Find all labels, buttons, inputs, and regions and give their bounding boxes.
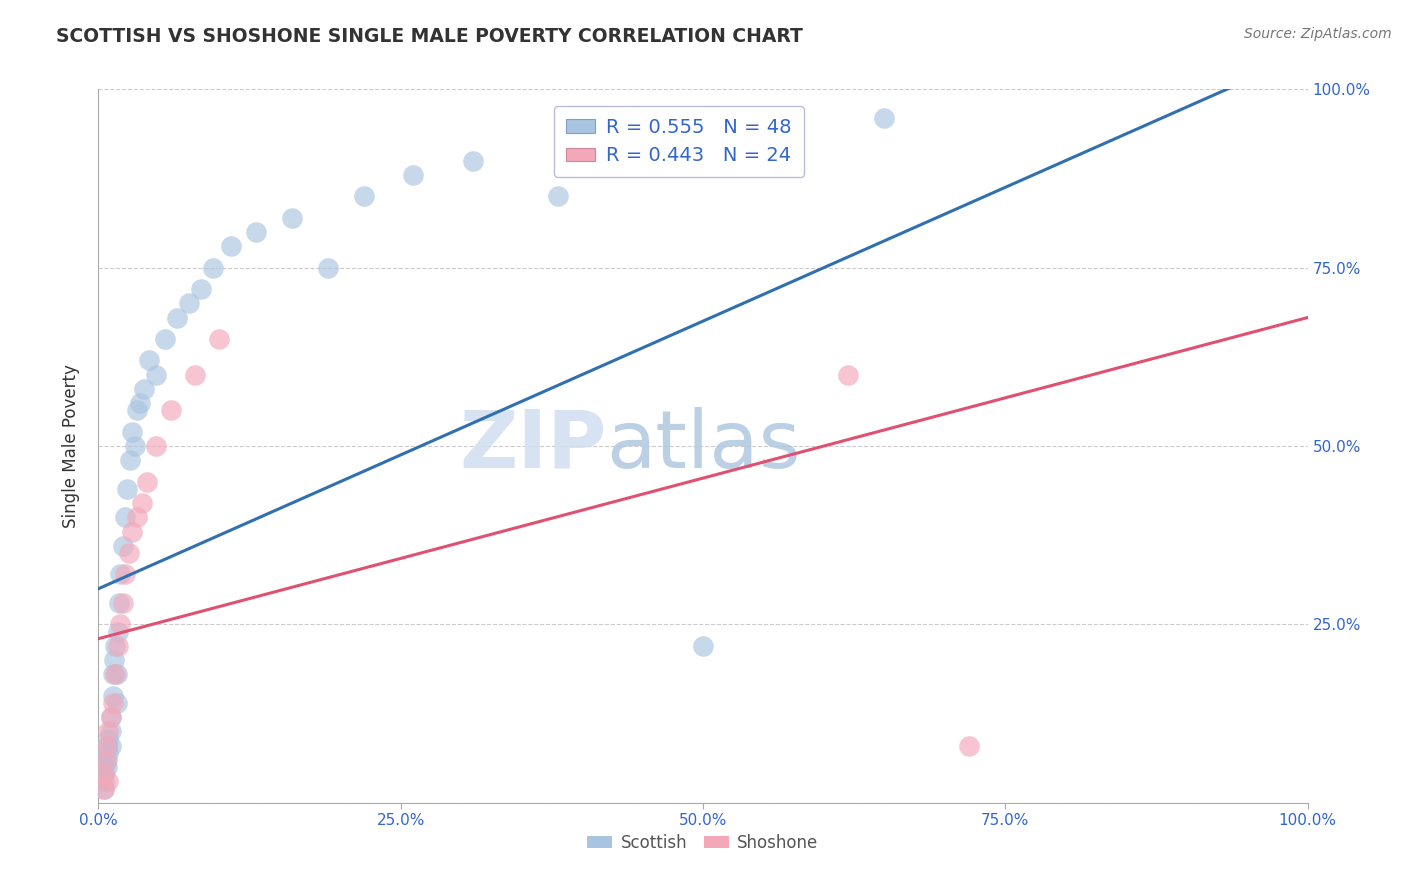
- Point: [127, 403, 149, 417]
- Point: [153, 332, 176, 346]
- Y-axis label: Single Male Poverty: Single Male Poverty: [62, 364, 80, 528]
- Point: [873, 111, 896, 125]
- Text: ZIP: ZIP: [458, 407, 606, 485]
- Point: [100, 724, 122, 739]
- Point: [114, 567, 136, 582]
- Point: [184, 368, 207, 382]
- Point: [145, 439, 167, 453]
- Point: [124, 439, 146, 453]
- Point: [837, 368, 859, 382]
- Point: [190, 282, 212, 296]
- Point: [221, 239, 243, 253]
- Point: [108, 596, 131, 610]
- Point: [134, 382, 156, 396]
- Point: [97, 746, 120, 760]
- Point: [121, 524, 143, 539]
- Point: [138, 353, 160, 368]
- Point: [145, 368, 167, 382]
- Point: [957, 739, 980, 753]
- Point: [118, 453, 141, 467]
- Point: [104, 639, 127, 653]
- Legend: Scottish, Shoshone: Scottish, Shoshone: [581, 828, 825, 859]
- Point: [316, 260, 339, 275]
- Point: [93, 781, 115, 796]
- Point: [108, 617, 131, 632]
- Point: [547, 189, 569, 203]
- Point: [135, 475, 157, 489]
- Point: [100, 710, 122, 724]
- Point: [131, 496, 153, 510]
- Point: [402, 168, 425, 182]
- Point: [111, 596, 134, 610]
- Point: [93, 774, 115, 789]
- Point: [93, 760, 115, 774]
- Point: [94, 753, 117, 767]
- Point: [463, 153, 485, 168]
- Point: [104, 667, 127, 681]
- Point: [100, 710, 122, 724]
- Point: [281, 211, 304, 225]
- Point: [93, 767, 115, 781]
- Point: [179, 296, 201, 310]
- Point: [101, 696, 124, 710]
- Point: [121, 425, 143, 439]
- Point: [117, 482, 139, 496]
- Point: [93, 767, 115, 781]
- Point: [96, 760, 118, 774]
- Point: [96, 753, 118, 767]
- Point: [101, 689, 124, 703]
- Point: [97, 774, 120, 789]
- Point: [97, 731, 120, 746]
- Point: [93, 781, 115, 796]
- Point: [353, 189, 375, 203]
- Point: [101, 667, 124, 681]
- Point: [160, 403, 183, 417]
- Point: [118, 546, 141, 560]
- Point: [100, 739, 122, 753]
- Text: Source: ZipAtlas.com: Source: ZipAtlas.com: [1244, 27, 1392, 41]
- Point: [97, 724, 120, 739]
- Text: atlas: atlas: [606, 407, 800, 485]
- Point: [93, 753, 115, 767]
- Point: [105, 667, 128, 681]
- Point: [114, 510, 136, 524]
- Point: [107, 639, 129, 653]
- Point: [96, 739, 118, 753]
- Point: [202, 260, 225, 275]
- Point: [128, 396, 150, 410]
- Point: [108, 567, 131, 582]
- Point: [96, 739, 118, 753]
- Point: [111, 539, 134, 553]
- Point: [245, 225, 267, 239]
- Point: [107, 624, 129, 639]
- Point: [692, 639, 714, 653]
- Text: SCOTTISH VS SHOSHONE SINGLE MALE POVERTY CORRELATION CHART: SCOTTISH VS SHOSHONE SINGLE MALE POVERTY…: [56, 27, 803, 45]
- Point: [103, 653, 125, 667]
- Point: [127, 510, 149, 524]
- Point: [105, 696, 128, 710]
- Point: [166, 310, 188, 325]
- Point: [208, 332, 231, 346]
